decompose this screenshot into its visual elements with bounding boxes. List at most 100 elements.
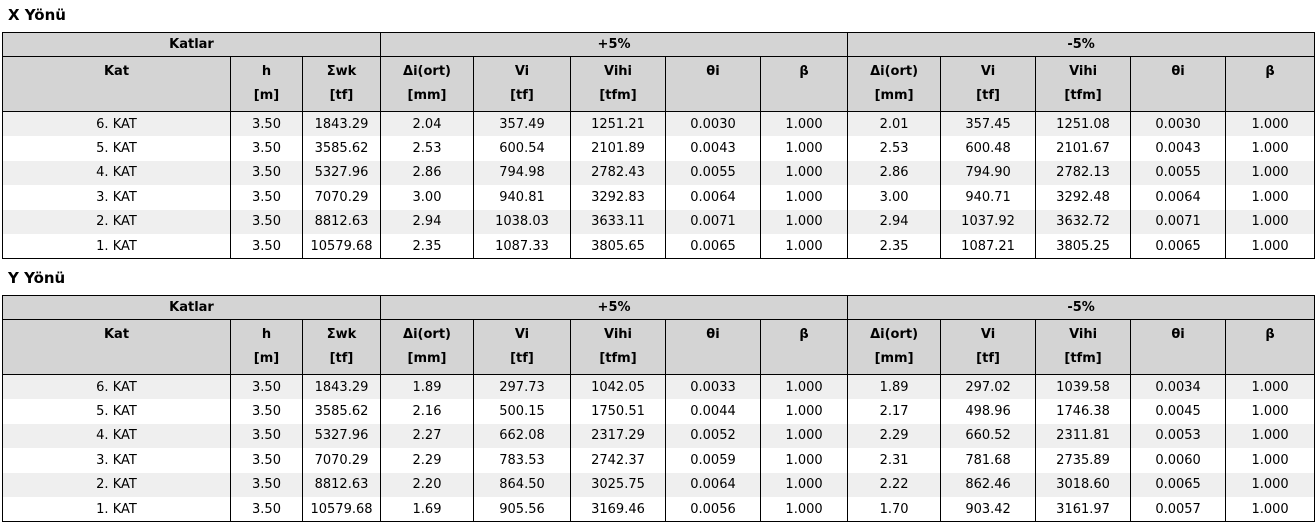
cell-sum-wk: 1843.29	[302, 111, 381, 136]
column-unit: [tfm]	[599, 351, 637, 366]
cell-vi: 864.50	[473, 472, 571, 497]
column-header-kat: Kat	[2, 319, 231, 375]
cell-vihi: 2742.37	[570, 448, 666, 473]
cell-vihi: 3805.25	[1035, 234, 1132, 259]
cell-kat: 5. KAT	[2, 136, 231, 161]
table-row: 3. KAT 3.50 7070.29 3.00 940.81 3292.83 0.0064…	[2, 185, 1316, 210]
x-direction-title: X Yönü	[8, 6, 66, 24]
column-unit: [tfm]	[599, 88, 637, 103]
column-name: β	[1265, 64, 1275, 79]
column-name: β	[1265, 327, 1275, 342]
cell-vihi: 1251.21	[570, 111, 666, 136]
cell-beta: 1.000	[1225, 185, 1316, 210]
column-name: Vi	[514, 64, 530, 79]
cell-theta-i: 0.0045	[1130, 399, 1227, 424]
cell-theta-i: 0.0065	[1130, 472, 1227, 497]
column-unit: [tf]	[976, 88, 1000, 103]
cell-delta-i-ort: 1.70	[847, 497, 942, 522]
cell-delta-i-ort: 2.35	[380, 234, 474, 259]
cell-vi: 500.15	[473, 399, 571, 424]
cell-theta-i: 0.0060	[1130, 448, 1227, 473]
column-name: Δi(ort)	[403, 327, 451, 342]
cell-theta-i: 0.0064	[665, 472, 761, 497]
cell-theta-i: 0.0055	[1130, 160, 1227, 185]
cell-vi: 903.42	[940, 497, 1037, 522]
cell-delta-i-ort: 3.00	[380, 185, 474, 210]
cell-vihi: 1746.38	[1035, 399, 1132, 424]
cell-delta-i-ort: 1.89	[847, 374, 942, 399]
column-header-vi: Vi [tf]	[473, 319, 571, 375]
cell-delta-i-ort: 2.17	[847, 399, 942, 424]
cell-sum-wk: 10579.68	[302, 497, 381, 522]
cell-vi: 660.52	[940, 423, 1037, 448]
cell-theta-i: 0.0056	[665, 497, 761, 522]
group-header-row: Katlar +5% -5%	[2, 295, 1316, 320]
cell-beta: 1.000	[759, 423, 849, 448]
group-header-minus: -5%	[847, 295, 1316, 320]
cell-delta-i-ort: 2.94	[380, 209, 474, 234]
cell-vihi: 1251.08	[1035, 111, 1132, 136]
group-header-katlar: Katlar	[2, 32, 381, 57]
table-row: 6. KAT 3.50 1843.29 2.04 357.49 1251.21 0.0030…	[2, 111, 1316, 136]
cell-vi: 1038.03	[473, 209, 571, 234]
cell-beta: 1.000	[759, 234, 849, 259]
column-unit	[761, 347, 847, 371]
cell-vihi: 3292.48	[1035, 185, 1132, 210]
cell-vi: 1087.33	[473, 234, 571, 259]
column-unit	[666, 347, 760, 371]
cell-vihi: 3292.83	[570, 185, 666, 210]
cell-vihi: 3632.72	[1035, 209, 1132, 234]
cell-beta: 1.000	[759, 111, 849, 136]
cell-vihi: 2782.13	[1035, 160, 1132, 185]
column-unit: [mm]	[407, 88, 447, 103]
cell-sum-wk: 8812.63	[302, 472, 381, 497]
cell-beta: 1.000	[759, 399, 849, 424]
cell-beta: 1.000	[759, 209, 849, 234]
cell-beta: 1.000	[1225, 111, 1316, 136]
column-header-delta-i-ort: Δi(ort) [mm]	[847, 56, 942, 112]
cell-vihi: 1039.58	[1035, 374, 1132, 399]
cell-delta-i-ort: 2.94	[847, 209, 942, 234]
cell-sum-wk: 3585.62	[302, 399, 381, 424]
cell-theta-i: 0.0064	[1130, 185, 1227, 210]
column-header-vi: Vi [tf]	[940, 56, 1037, 112]
cell-vihi: 2782.43	[570, 160, 666, 185]
column-name: β	[799, 327, 809, 342]
cell-delta-i-ort: 2.16	[380, 399, 474, 424]
y-direction-section: Y Yönü Katlar +5% -5% Kat h [m] Σwk [tf] Δi(ort)…	[0, 268, 1316, 522]
column-header-sum-wk: Σwk [tf]	[302, 56, 381, 112]
cell-sum-wk: 7070.29	[302, 185, 381, 210]
cell-delta-i-ort: 2.53	[380, 136, 474, 161]
column-header-beta: β	[759, 56, 849, 112]
column-header-vihi: Vihi [tfm]	[570, 56, 666, 112]
cell-beta: 1.000	[1225, 423, 1316, 448]
cell-kat: 5. KAT	[2, 399, 231, 424]
column-header-row: Kat h [m] Σwk [tf] Δi(ort) [mm] Vi [tf] Vihi [tfm]…	[2, 56, 1316, 112]
column-unit: [tf]	[510, 88, 534, 103]
cell-vi: 940.71	[940, 185, 1037, 210]
cell-vi: 498.96	[940, 399, 1037, 424]
cell-sum-wk: 5327.96	[302, 160, 381, 185]
column-header-theta-i: θi	[1130, 319, 1227, 375]
cell-theta-i: 0.0030	[665, 111, 761, 136]
column-header-vihi: Vihi [tfm]	[570, 319, 666, 375]
cell-h: 3.50	[230, 497, 303, 522]
column-header-vi: Vi [tf]	[473, 56, 571, 112]
cell-vihi: 2101.67	[1035, 136, 1132, 161]
cell-kat: 4. KAT	[2, 423, 231, 448]
column-unit	[3, 84, 230, 108]
column-name: Σwk	[326, 327, 357, 342]
cell-delta-i-ort: 2.53	[847, 136, 942, 161]
cell-vi: 1087.21	[940, 234, 1037, 259]
cell-vihi: 1042.05	[570, 374, 666, 399]
column-unit: [mm]	[407, 351, 447, 366]
cell-delta-i-ort: 2.86	[380, 160, 474, 185]
column-header-kat: Kat	[2, 56, 231, 112]
y-direction-title: Y Yönü	[8, 269, 66, 287]
column-unit: [tf]	[329, 88, 354, 103]
cell-vi: 1037.92	[940, 209, 1037, 234]
cell-delta-i-ort: 2.31	[847, 448, 942, 473]
column-unit	[1131, 84, 1225, 108]
column-name: h	[261, 327, 272, 342]
cell-delta-i-ort: 1.89	[380, 374, 474, 399]
